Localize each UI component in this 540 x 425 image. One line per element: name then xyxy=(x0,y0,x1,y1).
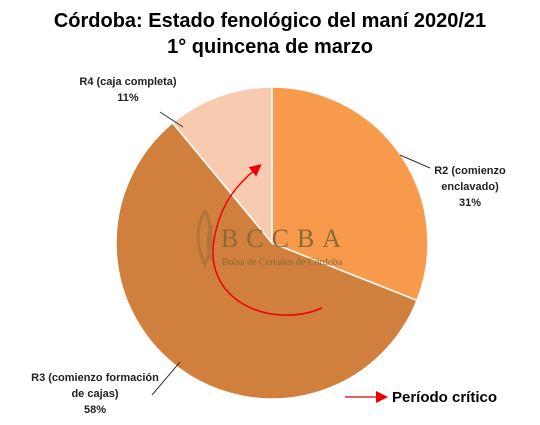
value-label: 58% xyxy=(83,404,107,416)
category-label: R2 (comienzo enclavado) xyxy=(434,165,506,193)
leader-line xyxy=(151,361,181,396)
watermark-icon xyxy=(196,209,214,269)
slice-label: R3 (comienzo formación de cajas) 58% xyxy=(30,370,160,418)
annotation: Período crítico xyxy=(392,389,497,406)
chart-title: Córdoba: Estado fenológico del maní 2020… xyxy=(53,10,487,32)
watermark-logo: BCCBA xyxy=(221,224,349,253)
slice-label: R4 (caja completa) 11% xyxy=(65,74,191,106)
value-label: 31% xyxy=(458,197,482,209)
chart-subtitle: 1° quincena de marzo xyxy=(167,36,373,58)
category-label: R3 (comienzo formación de cajas) xyxy=(31,372,159,400)
category-label: R4 (caja completa) xyxy=(79,76,177,88)
leader-line xyxy=(399,154,431,169)
slice-label: R2 (comienzo enclavado) 31% xyxy=(420,163,520,211)
watermark-name: Bolsa de Cereales de Córdoba xyxy=(222,257,343,268)
leader-line xyxy=(159,111,184,128)
pie-slice xyxy=(171,86,273,246)
pie-slice xyxy=(115,121,419,400)
critical-arrow xyxy=(212,164,323,316)
value-label: 11% xyxy=(117,92,139,104)
